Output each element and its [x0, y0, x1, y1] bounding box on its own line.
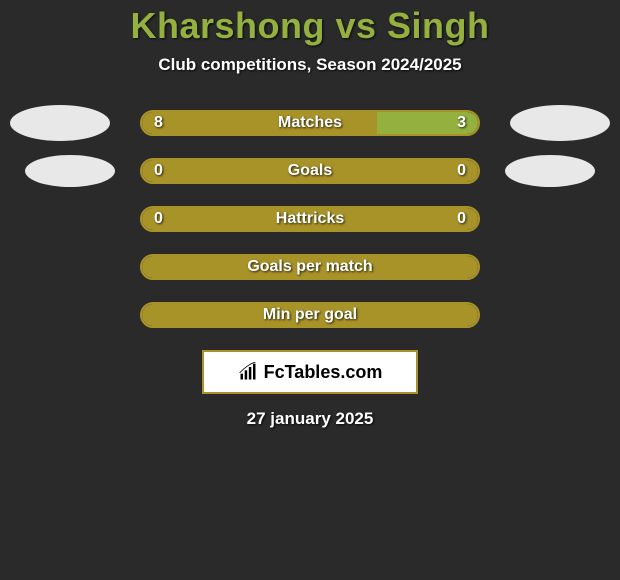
stat-label: Hattricks [276, 210, 344, 228]
bar-matches: 8 Matches 3 [140, 110, 480, 136]
val-left: 0 [154, 210, 163, 228]
player1-photo-small [25, 155, 115, 187]
val-right: 0 [457, 210, 466, 228]
bar-mpg: Min per goal [140, 302, 480, 328]
stat-row-goals: 0 Goals 0 [0, 158, 620, 184]
stat-label: Goals per match [247, 258, 372, 276]
bar-gpm: Goals per match [140, 254, 480, 280]
stat-label: Min per goal [263, 306, 357, 324]
chart-icon [238, 362, 258, 382]
logo-box[interactable]: FcTables.com [202, 350, 418, 394]
logo-text: FcTables.com [264, 362, 383, 383]
player2-photo [510, 105, 610, 141]
page-title: Kharshong vs Singh [0, 5, 620, 47]
val-left: 0 [154, 162, 163, 180]
bar-goals: 0 Goals 0 [140, 158, 480, 184]
comparison-widget: Kharshong vs Singh Club competitions, Se… [0, 0, 620, 429]
bar-hattricks: 0 Hattricks 0 [140, 206, 480, 232]
val-right: 3 [457, 114, 466, 132]
stat-label: Goals [288, 162, 332, 180]
val-right: 0 [457, 162, 466, 180]
date: 27 january 2025 [0, 409, 620, 429]
player2-photo-small [505, 155, 595, 187]
stat-row-mpg: Min per goal [0, 302, 620, 328]
stat-row-matches: 8 Matches 3 [0, 110, 620, 136]
val-left: 8 [154, 114, 163, 132]
stat-row-gpm: Goals per match [0, 254, 620, 280]
stat-row-hattricks: 0 Hattricks 0 [0, 206, 620, 232]
player1-photo [10, 105, 110, 141]
stat-label: Matches [278, 114, 342, 132]
subtitle: Club competitions, Season 2024/2025 [0, 55, 620, 75]
